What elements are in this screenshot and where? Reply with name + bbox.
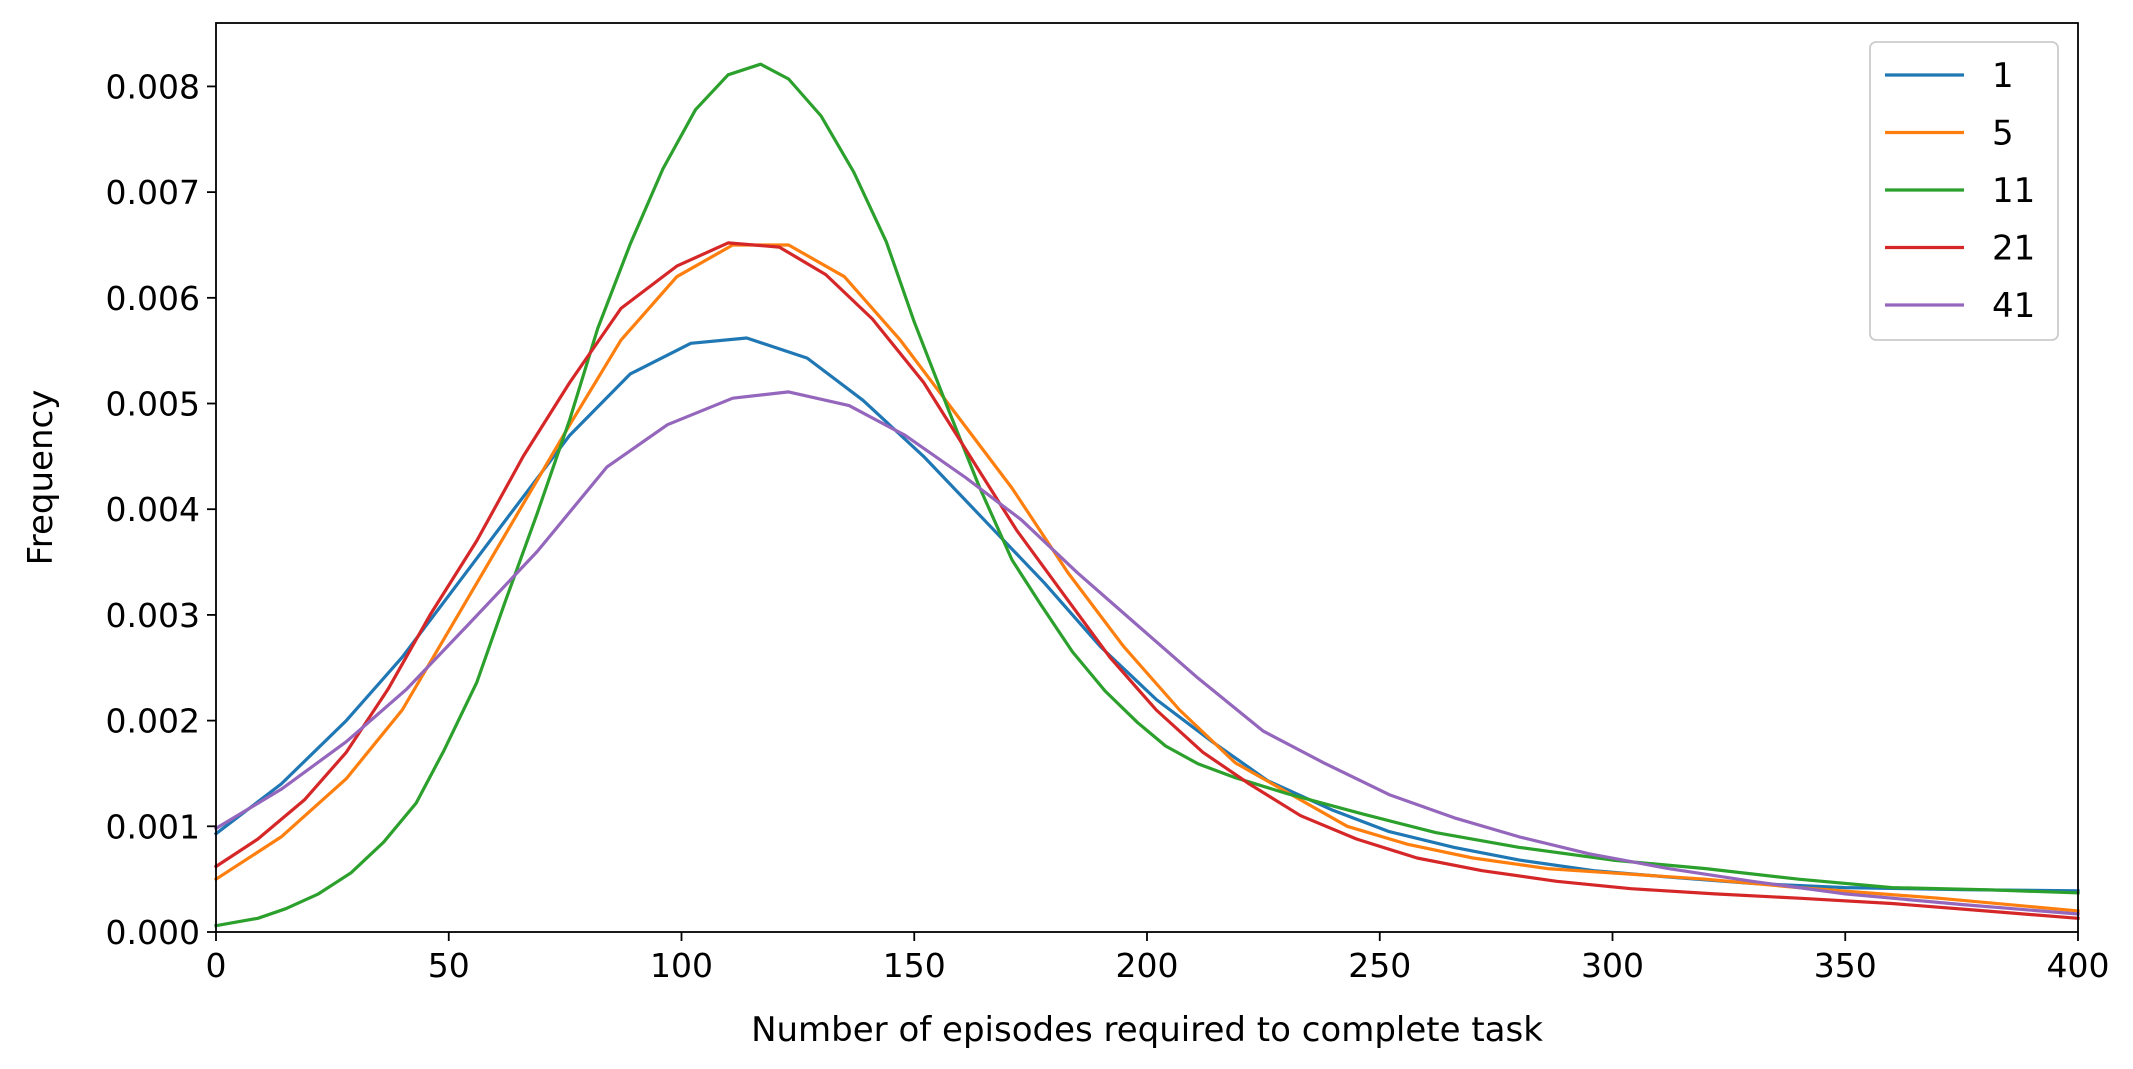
y-tick-label: 0.007: [106, 173, 200, 212]
series-line-21: [213, 241, 2080, 921]
y-tick-label: 0.001: [106, 807, 200, 846]
x-tick-label: 0: [206, 946, 227, 985]
y-tick-label: 0.004: [106, 490, 200, 529]
y-tick-label: 0.002: [106, 702, 200, 741]
series-line-1: [213, 336, 2080, 893]
y-tick-label: 0.003: [106, 596, 200, 635]
plot-frame: [215, 22, 2079, 933]
series-line-11: [214, 62, 2080, 928]
x-axis-label: Number of episodes required to complete …: [751, 1010, 1543, 1050]
series-line-41: [213, 390, 2080, 916]
legend-label-5: 5: [1992, 114, 2014, 154]
x-tick-label: 50: [428, 946, 470, 985]
x-tick-label: 400: [2047, 946, 2110, 985]
legend-label-11: 11: [1992, 171, 2035, 211]
legend-label-21: 21: [1992, 229, 2035, 269]
legend: 1 5 11 21 41: [1869, 41, 2059, 341]
x-tick-label: 250: [1348, 946, 1411, 985]
x-axis: 0 50 100 150 200 250 300 350 400: [206, 932, 2110, 985]
y-tick-label: 0.005: [106, 385, 200, 424]
series-layer: [213, 62, 2080, 928]
series-line-5: [213, 243, 2080, 913]
x-tick-label: 350: [1814, 946, 1877, 985]
legend-label-41: 41: [1992, 286, 2035, 326]
x-tick-label: 100: [650, 946, 713, 985]
legend-label-1: 1: [1992, 56, 2014, 96]
x-tick-label: 200: [1116, 946, 1179, 985]
y-tick-label: 0.000: [106, 913, 200, 952]
y-tick-label: 0.006: [106, 279, 200, 318]
y-axis: 0.000 0.001 0.002 0.003 0.004 0.005 0.006 0.007…: [106, 67, 216, 952]
y-tick-label: 0.008: [106, 67, 200, 106]
x-tick-label: 300: [1581, 946, 1644, 985]
x-tick-label: 150: [883, 946, 946, 985]
y-axis-label: Frequency: [21, 390, 61, 566]
